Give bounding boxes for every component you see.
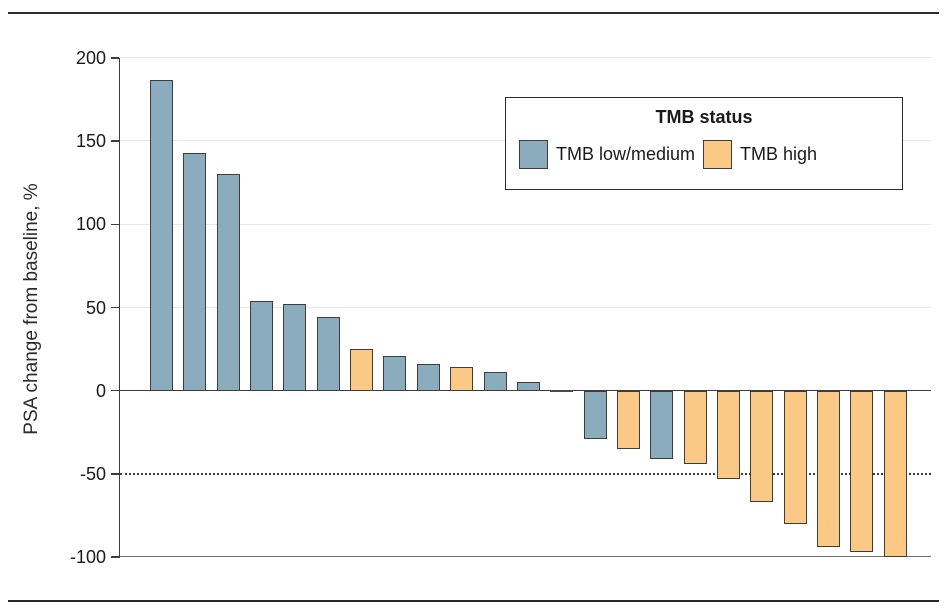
- bar-21-value--94: [817, 390, 840, 547]
- bar-14-value--29: [583, 390, 607, 439]
- bar-23-value--100: [883, 390, 907, 557]
- bar-20-value--80: [783, 390, 807, 524]
- legend-label-tmb-high: TMB high: [740, 144, 818, 164]
- bar-11-value-11: [483, 372, 507, 391]
- bar-15-value--35: [616, 390, 640, 449]
- y-axis-line: [118, 58, 120, 558]
- y-tick-label-0: 0: [95, 380, 106, 401]
- bar-19-value--67: [750, 390, 774, 503]
- bar-6-value-44: [316, 317, 340, 391]
- bar-9-value-16: [416, 364, 440, 391]
- gridline-50: [120, 306, 931, 308]
- legend-items: TMB low/medium TMB high: [506, 140, 902, 169]
- gridline-100: [120, 223, 931, 225]
- legend-label-tmb-low-medium: TMB low/medium: [556, 144, 696, 164]
- figure-top-rule: [8, 12, 939, 14]
- y-axis-ticks: [111, 57, 119, 558]
- y-tick-150: [111, 140, 119, 142]
- bar-16-value--41: [650, 390, 674, 459]
- y-axis-labels: 200 150 100 50 0 -50 -100: [0, 48, 106, 567]
- y-tick-label-200: 200: [75, 48, 106, 68]
- y-tick-0: [111, 389, 119, 392]
- y-tick-label-50: 50: [85, 297, 106, 318]
- reference-line-minus50: [120, 473, 931, 476]
- legend-swatch-tmb-low-medium: [519, 140, 548, 169]
- bar-7-value-25: [350, 349, 374, 391]
- legend-swatch-tmb-high: [703, 140, 733, 169]
- y-tick-label-150: 150: [75, 131, 106, 152]
- bar-12-value-5: [516, 382, 540, 391]
- bar-10-value-14: [450, 367, 474, 391]
- bar-18-value--53: [716, 390, 740, 479]
- y-tick-200: [111, 57, 119, 59]
- legend-box: TMB status TMB low/medium TMB high: [505, 97, 903, 190]
- y-tick-label--100: -100: [69, 547, 106, 567]
- y-tick-label-100: 100: [75, 214, 106, 235]
- gridline--100: [120, 556, 931, 558]
- bar-13-value-0: [550, 389, 574, 393]
- legend-title: TMB status: [655, 107, 753, 127]
- figure-bottom-rule: [8, 600, 939, 602]
- bar-22-value--97: [850, 390, 874, 552]
- bar-4-value-54: [250, 300, 274, 391]
- y-tick-100: [111, 223, 119, 226]
- plot-area: [120, 57, 931, 558]
- bar-5-value-52: [283, 304, 307, 391]
- y-tick-label--50: -50: [79, 463, 106, 484]
- y-tick-50: [111, 306, 119, 309]
- bar-2-value-143: [183, 152, 207, 391]
- bar-3-value-130: [216, 174, 240, 391]
- bar-17-value--44: [683, 390, 707, 464]
- y-tick--100: [111, 556, 119, 558]
- y-tick--50: [111, 473, 119, 475]
- bar-1-value-187: [150, 79, 173, 391]
- bar-8-value-21: [383, 355, 407, 391]
- gridline-200: [120, 57, 931, 59]
